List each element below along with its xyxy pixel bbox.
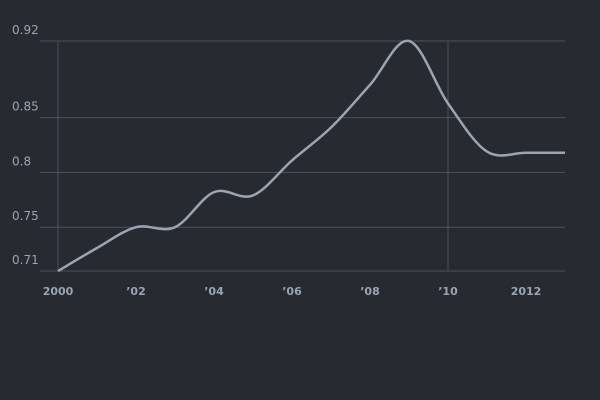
x-tick-label: ’06: [282, 285, 302, 298]
x-tick-label: 2012: [511, 285, 542, 298]
x-tick-label: ’08: [360, 285, 380, 298]
x-tick-label: ’10: [438, 285, 458, 298]
y-tick-label: 0.8: [12, 154, 31, 168]
x-tick-label: ’04: [204, 285, 224, 298]
y-tick-label: 0.85: [12, 100, 39, 114]
x-tick-label: ’02: [126, 285, 146, 298]
y-tick-label: 0.75: [12, 209, 39, 223]
x-tick-label: 2000: [43, 285, 74, 298]
y-tick-label: 0.71: [12, 253, 39, 267]
line: [57, 39, 566, 273]
y-tick-label: 0.92: [12, 23, 39, 37]
